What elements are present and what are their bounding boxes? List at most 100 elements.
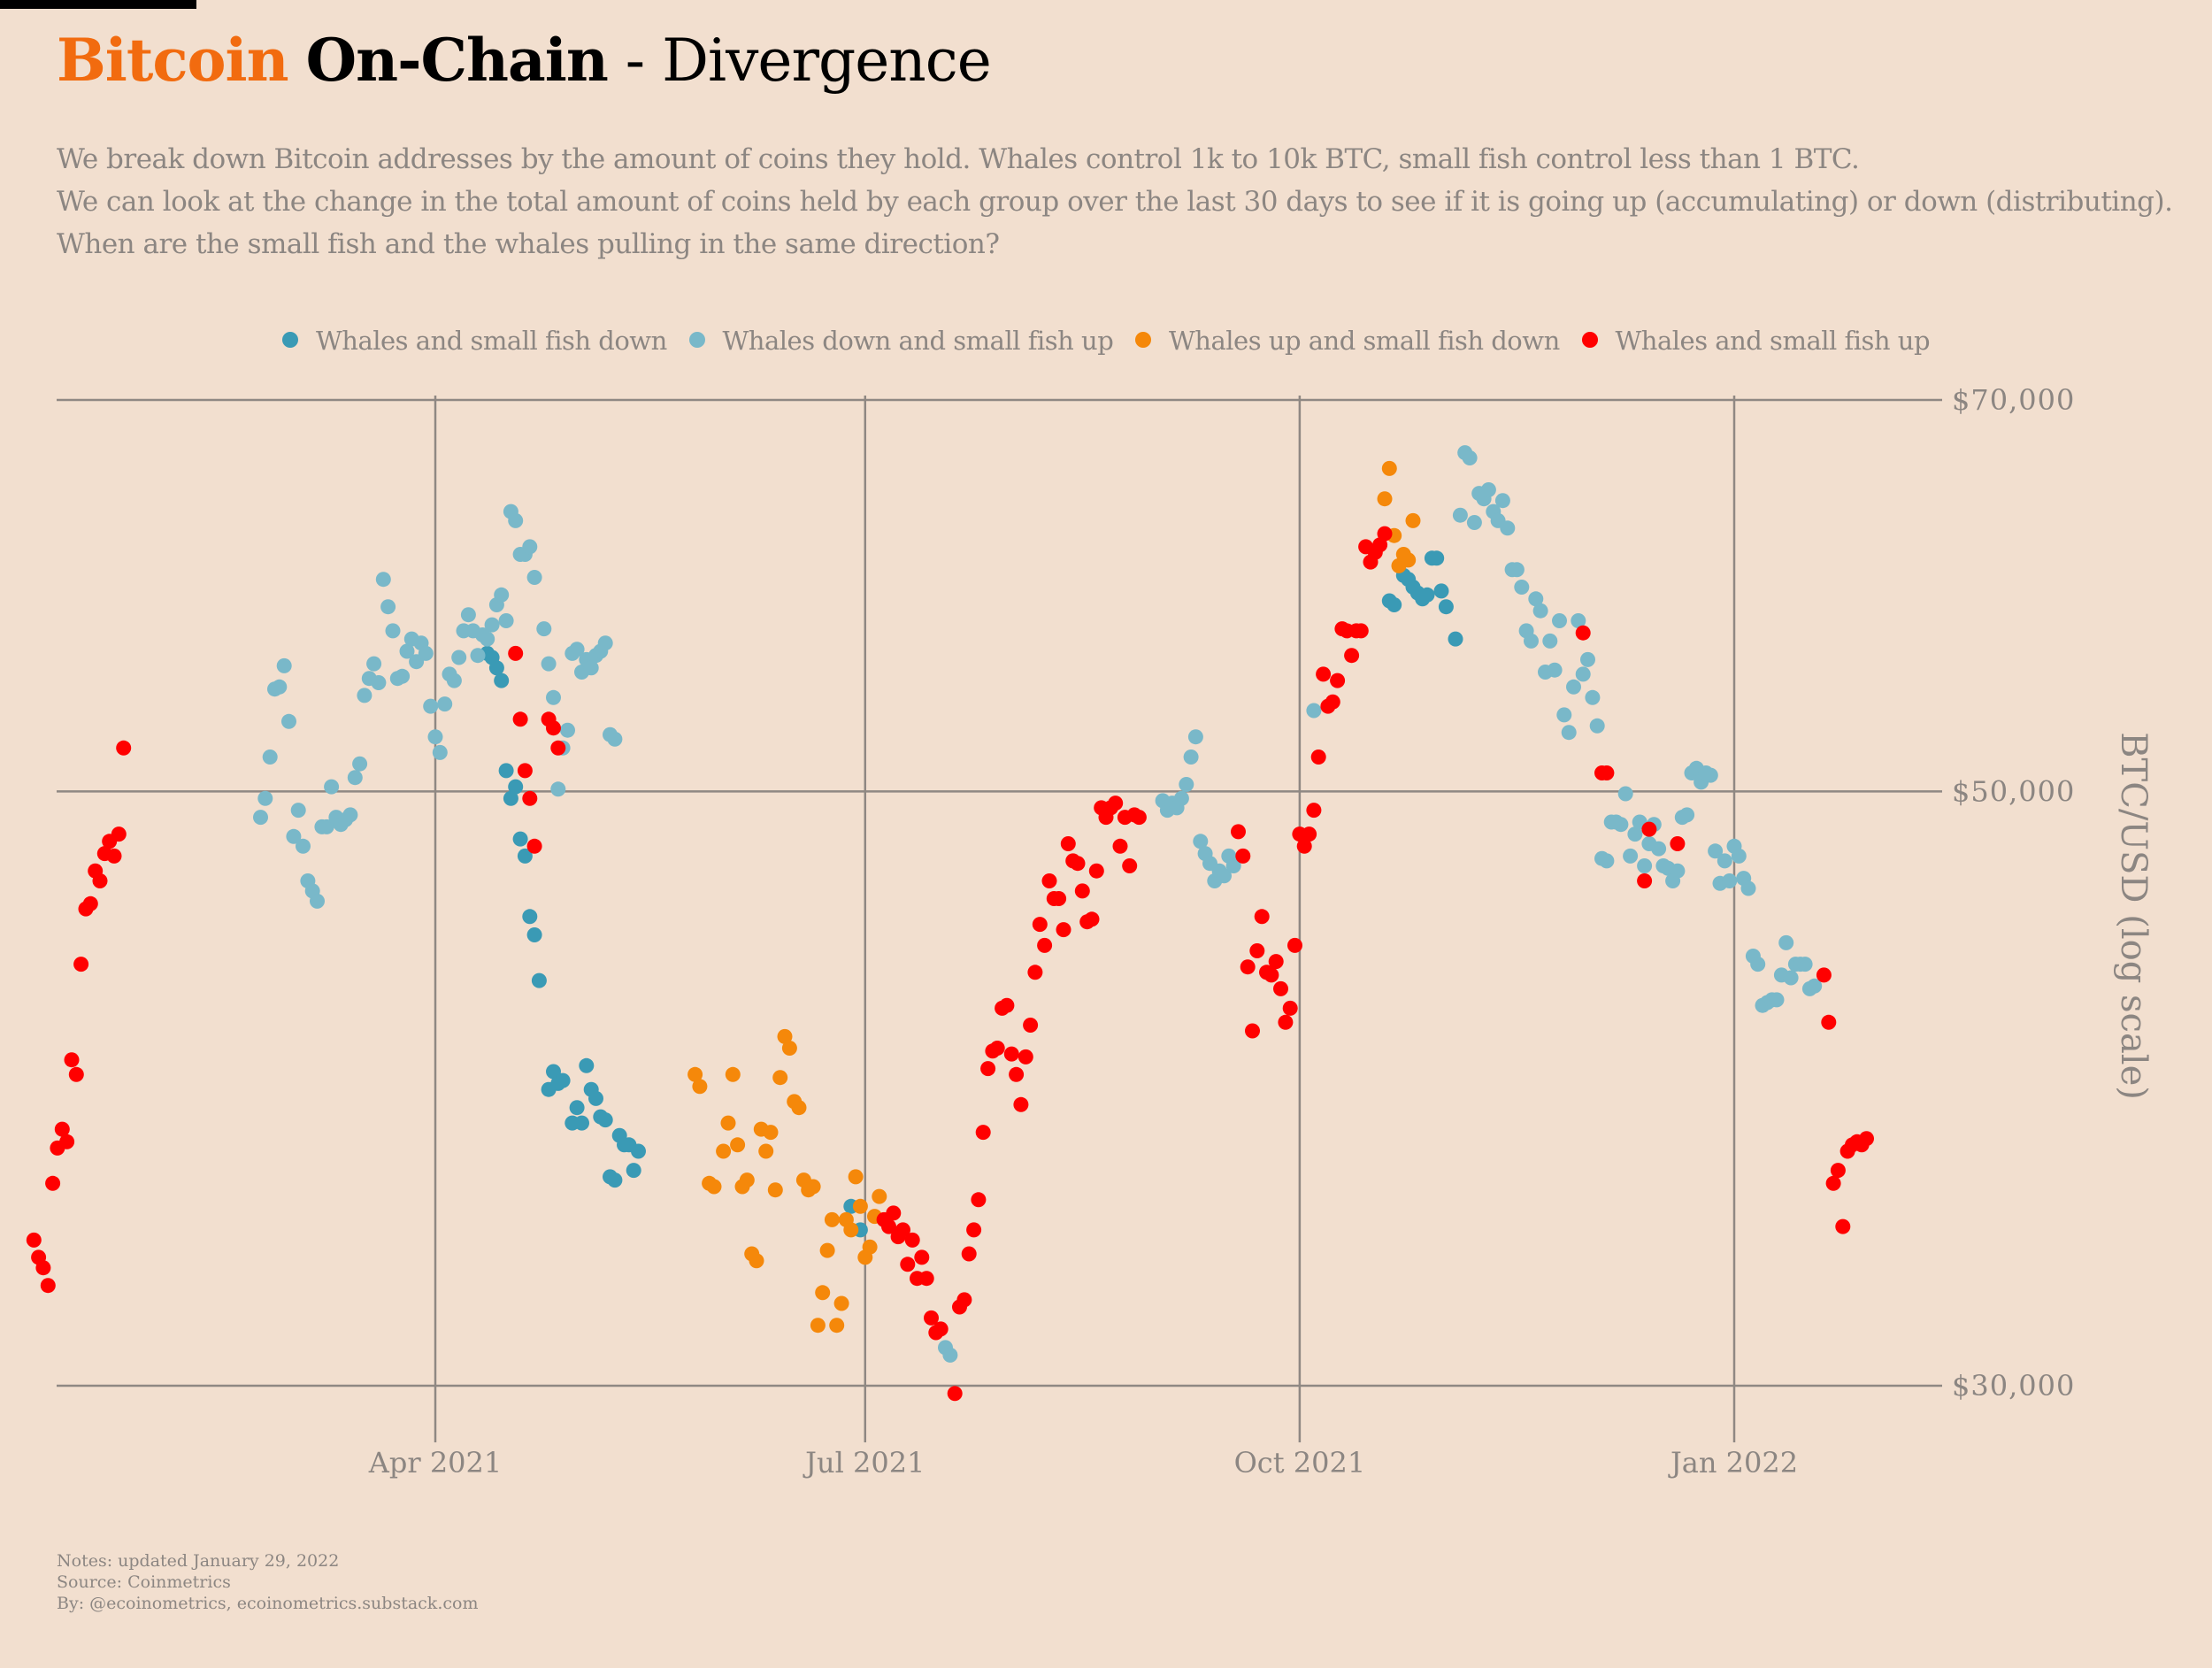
- data-point: [1524, 633, 1539, 649]
- data-point: [1556, 707, 1572, 723]
- y-axis-label: BTC/USD (log scale): [2113, 732, 2154, 1100]
- data-point: [1552, 613, 1567, 628]
- data-point: [1816, 967, 1832, 983]
- data-point: [1217, 868, 1232, 884]
- data-point: [460, 607, 476, 623]
- data-point: [1433, 583, 1449, 599]
- data-point: [900, 1257, 916, 1272]
- data-point: [1302, 826, 1317, 842]
- data-point: [1009, 1066, 1025, 1082]
- data-point: [1835, 1218, 1851, 1234]
- data-point: [758, 1143, 774, 1159]
- data-point: [1613, 817, 1629, 833]
- data-point: [1438, 599, 1454, 615]
- data-point: [692, 1079, 708, 1095]
- data-point: [918, 1271, 934, 1287]
- legend-marker: [1135, 332, 1151, 348]
- data-point: [508, 512, 524, 528]
- data-point: [319, 819, 334, 834]
- data-point: [512, 831, 528, 847]
- data-point: [1112, 838, 1128, 854]
- data-point: [1575, 666, 1591, 682]
- data-point: [276, 657, 292, 673]
- data-point: [607, 1172, 623, 1188]
- y-tick-label: $70,000: [1952, 383, 2075, 417]
- data-point: [607, 731, 623, 747]
- data-point: [1702, 767, 1718, 783]
- data-point: [470, 648, 486, 664]
- data-point: [947, 1386, 963, 1402]
- legend-item-whales-up-fish-down[interactable]: Whales up and small fish down: [1135, 326, 1560, 356]
- data-point: [73, 957, 89, 972]
- data-point: [1599, 765, 1615, 780]
- data-point: [1571, 613, 1586, 628]
- data-point: [253, 810, 268, 826]
- data-point: [1306, 703, 1322, 719]
- data-point: [1051, 891, 1067, 906]
- data-point: [480, 631, 495, 647]
- data-point: [1575, 625, 1591, 641]
- data-point: [881, 1218, 896, 1234]
- data-point: [1480, 482, 1496, 497]
- data-point: [1330, 673, 1346, 688]
- data-point: [437, 696, 453, 712]
- data-point: [1273, 980, 1288, 996]
- data-point: [1589, 718, 1605, 734]
- data-point: [1353, 623, 1369, 639]
- data-point: [1037, 937, 1053, 953]
- data-point: [1263, 967, 1279, 983]
- data-point: [989, 1041, 1005, 1056]
- data-point: [1344, 648, 1360, 664]
- data-point: [555, 1072, 571, 1088]
- data-point: [1027, 965, 1043, 980]
- data-point: [1783, 970, 1799, 986]
- data-point: [781, 1041, 797, 1056]
- data-point: [310, 893, 325, 909]
- data-point: [942, 1347, 958, 1363]
- data-point: [1013, 1096, 1029, 1112]
- legend-item-whales-down-fish-up[interactable]: Whales down and small fish up: [688, 326, 1114, 356]
- data-point: [833, 1295, 849, 1311]
- chart-legend: Whales and small fish down Whales down a…: [0, 326, 2212, 356]
- data-point: [1651, 841, 1667, 857]
- title-bitcoin: Bitcoin: [57, 26, 289, 95]
- data-point: [872, 1188, 887, 1204]
- data-point: [526, 570, 542, 585]
- data-point: [1032, 917, 1048, 933]
- data-point: [508, 779, 524, 795]
- data-point: [1070, 856, 1086, 872]
- data-point: [904, 1232, 920, 1248]
- data-point: [541, 656, 557, 672]
- data-point: [1514, 580, 1530, 595]
- data-point: [971, 1192, 987, 1208]
- data-point: [35, 1260, 51, 1276]
- legend-marker: [281, 332, 298, 348]
- x-tick-label: Jul 2021: [803, 1446, 925, 1480]
- data-point: [862, 1239, 878, 1255]
- data-point: [1561, 725, 1577, 741]
- legend-item-both-up[interactable]: Whales and small fish up: [1581, 326, 1931, 356]
- data-point: [399, 643, 415, 659]
- data-point: [966, 1222, 982, 1238]
- data-point: [1679, 807, 1695, 823]
- data-point: [975, 1125, 991, 1141]
- data-point: [432, 744, 448, 760]
- data-point: [1419, 587, 1435, 603]
- data-point: [1179, 777, 1194, 792]
- data-point: [1731, 848, 1747, 864]
- data-point: [531, 972, 547, 988]
- data-point: [843, 1222, 859, 1238]
- legend-marker: [1581, 332, 1598, 348]
- legend-item-both-down[interactable]: Whales and small fish down: [281, 326, 667, 356]
- data-point: [1466, 515, 1482, 530]
- data-point: [1131, 810, 1147, 826]
- data-point: [451, 650, 467, 665]
- data-point: [1381, 460, 1397, 476]
- data-point: [82, 895, 98, 911]
- data-point: [1448, 631, 1463, 647]
- footer-source: Source: Coinmetrics: [57, 1572, 231, 1592]
- data-point: [503, 790, 518, 806]
- data-point: [1528, 591, 1544, 607]
- data-point: [579, 1057, 595, 1073]
